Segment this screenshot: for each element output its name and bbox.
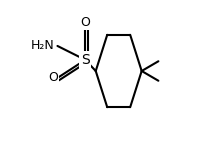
Text: O: O	[80, 16, 90, 29]
Text: O: O	[48, 71, 58, 84]
Text: H₂N: H₂N	[31, 39, 55, 52]
Text: S: S	[81, 53, 90, 67]
